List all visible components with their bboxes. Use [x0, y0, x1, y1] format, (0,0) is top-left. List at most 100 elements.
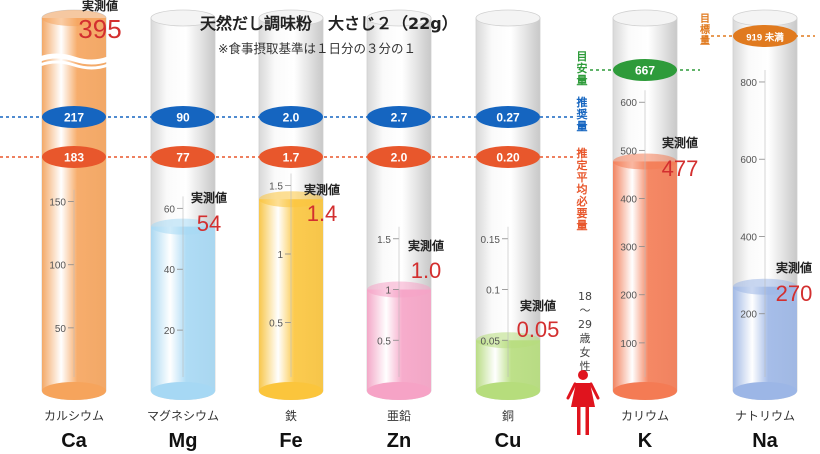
column-cu: 0.05 0.1 0.15 銅 Cu	[475, 9, 541, 452]
column-fe: 0.5 1 1.5 鉄 Fe	[258, 9, 324, 452]
icon-arm	[589, 382, 600, 400]
badge-oval	[367, 146, 431, 168]
measured-bar-top	[42, 10, 106, 26]
legend-char: 均	[577, 182, 588, 196]
tick-label: 40	[164, 265, 176, 276]
category-symbol: K	[638, 430, 653, 452]
column-na: 200 400 600 800 ナトリウム Na	[732, 9, 798, 452]
measured-bar-bottom	[476, 382, 540, 400]
estimated-badge-mg: 77	[151, 146, 215, 168]
category-symbol: Mg	[169, 430, 198, 452]
legend-char: 目	[700, 13, 710, 25]
badge-label: 183	[64, 151, 84, 165]
measured-bar-bottom	[151, 382, 215, 400]
tick-label: 800	[740, 78, 757, 89]
tick-label: 200	[740, 310, 757, 321]
category-name: 銅	[502, 409, 514, 423]
column-top	[612, 9, 678, 27]
icon-leg	[585, 407, 589, 435]
reference-group-char: 歳	[580, 332, 591, 345]
icon-dress	[571, 383, 595, 407]
reference-group-char: 女	[580, 345, 591, 359]
badge-oval	[733, 25, 797, 47]
column-top	[366, 9, 432, 27]
category-symbol: Zn	[387, 430, 411, 452]
estimated-badge-fe: 1.7	[259, 146, 323, 168]
tick-label: 200	[620, 291, 637, 302]
category-name: ナトリウム	[735, 409, 795, 423]
measured-bar-bottom	[733, 382, 797, 400]
tick-label: 1.5	[269, 182, 283, 193]
legend-target: 目標量	[700, 13, 710, 47]
legend-char: 量	[577, 219, 588, 232]
badge-oval	[613, 59, 677, 81]
badge-oval	[367, 106, 431, 128]
measured-value: 1.4	[307, 201, 338, 226]
measured-value: 1.0	[411, 258, 442, 283]
badge-label: 667	[635, 64, 655, 78]
column-top	[475, 9, 541, 27]
female-person-icon	[566, 370, 600, 435]
measured-caption: 実測値	[191, 190, 227, 205]
legend-char: 要	[577, 207, 588, 220]
badge-label: 0.20	[496, 151, 520, 165]
badge-label: 2.0	[391, 151, 408, 165]
badge-oval	[476, 106, 540, 128]
legend-char: 標	[700, 23, 710, 36]
reference-group-char: 29	[578, 318, 592, 331]
measured-caption: 実測値	[520, 298, 556, 313]
measured-value: 0.05	[517, 317, 560, 342]
tick-label: 20	[164, 326, 176, 337]
measured-label-mg: 実測値 54	[191, 190, 227, 236]
legend-char: 量	[577, 74, 588, 87]
column-mg: 20 40 60 マグネシウム Mg	[147, 9, 219, 452]
category-name: カルシウム	[44, 409, 104, 423]
estimated-badge-zn: 2.0	[367, 146, 431, 168]
badge-label: 0.27	[496, 111, 520, 125]
category-symbol: Ca	[61, 430, 87, 452]
measured-bar-bottom	[259, 382, 323, 400]
icon-head	[578, 370, 588, 380]
measured-value: 477	[662, 156, 699, 181]
badge-label: 2.0	[283, 111, 300, 125]
tick-label: 300	[620, 243, 637, 254]
icon-arm	[566, 382, 577, 400]
measured-label-fe: 実測値 1.4	[304, 182, 340, 226]
legend-char: 量	[577, 120, 588, 133]
measured-bar-bottom	[613, 382, 677, 400]
recommended-badge-fe: 2.0	[259, 106, 323, 128]
measured-value: 270	[776, 281, 813, 306]
tick-label: 400	[740, 232, 757, 243]
measured-label-zn: 実測値 1.0	[408, 238, 444, 283]
icon-leg	[577, 407, 581, 435]
measured-label-k: 実測値 477	[662, 135, 699, 181]
column-top	[732, 9, 798, 27]
tick-label: 0.5	[269, 319, 283, 330]
reference-group-char: 〜	[580, 304, 591, 317]
badge-label: 217	[64, 111, 84, 125]
legend-char: 定	[577, 158, 588, 172]
tick-label: 0.15	[481, 235, 501, 246]
measured-bar-bottom	[42, 382, 106, 400]
badge-oval	[151, 146, 215, 168]
tick-label: 50	[55, 324, 67, 335]
badge-oval	[476, 146, 540, 168]
legend-recommended: 推奨量	[576, 95, 589, 133]
tick-label: 1	[385, 286, 391, 297]
category-symbol: Cu	[495, 430, 522, 452]
badge-label: 2.7	[391, 111, 408, 125]
badge-oval	[151, 106, 215, 128]
column-zn: 0.5 1 1.5 亜鉛 Zn	[366, 9, 432, 452]
legend-char: 必	[576, 194, 588, 208]
measured-value: 54	[197, 211, 221, 236]
tick-label: 0.05	[481, 336, 501, 347]
tick-label: 1	[277, 250, 283, 261]
category-name: 亜鉛	[387, 409, 411, 423]
tick-label: 1.5	[377, 235, 391, 246]
tick-label: 100	[620, 339, 637, 350]
badge-label: 77	[176, 151, 190, 165]
